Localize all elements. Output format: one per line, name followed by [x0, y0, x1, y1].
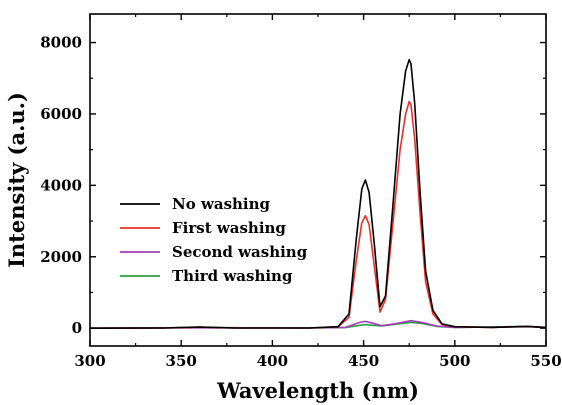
- axes-layer: 300 350 400 450 500 550 0 2000 4000 6000 8000: [40, 13, 562, 370]
- series-layer: [89, 58, 547, 330]
- y-tick-label: 0: [72, 319, 82, 337]
- y-axis-title: Intensity (a.u.): [4, 92, 29, 268]
- y-tick-label: 6000: [40, 105, 82, 123]
- x-tick-label: 350: [166, 352, 197, 370]
- y-tick-label: 8000: [40, 34, 82, 52]
- x-tick-label: 400: [257, 352, 288, 370]
- x-tick-label: 550: [530, 352, 561, 370]
- x-tick-label: 450: [348, 352, 379, 370]
- x-tick-label: 300: [74, 352, 105, 370]
- series-line-1: [89, 58, 547, 330]
- x-axis-title: Wavelength (nm): [216, 378, 419, 403]
- legend-label: No washing: [172, 195, 271, 213]
- legend-label: First washing: [172, 219, 286, 237]
- plot-frame: [89, 13, 547, 347]
- y-tick-label: 4000: [40, 176, 82, 194]
- legend: No washing First washing Second washing Thi…: [120, 195, 308, 285]
- legend-label: Third washing: [172, 267, 293, 285]
- x-tick-label: 500: [439, 352, 470, 370]
- legend-label: Second washing: [172, 243, 308, 261]
- y-tick-label: 2000: [40, 248, 82, 266]
- series-line-2: [89, 100, 547, 330]
